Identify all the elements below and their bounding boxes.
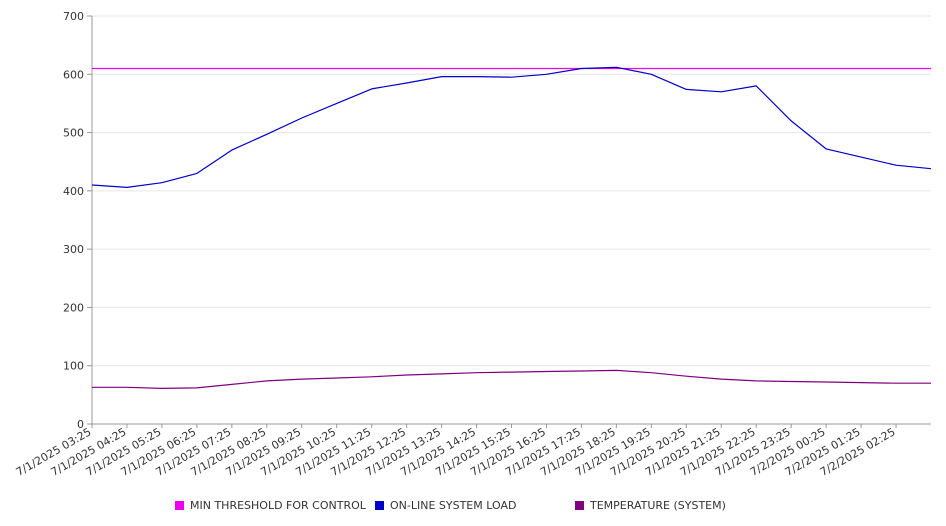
y-tick-label: 600: [63, 68, 84, 81]
y-axis-tick-labels: 0 100 200 300 400 500 600 700: [63, 10, 84, 431]
y-tick-label: 0: [77, 418, 84, 431]
legend-swatch-min-threshold: [175, 500, 184, 510]
legend: ON-LINE SYSTEM LOAD: [375, 498, 516, 512]
y-tick-label: 400: [63, 185, 84, 198]
series-line-system-load: [91, 66, 932, 188]
y-tick-label: 200: [63, 301, 84, 314]
series-line-temperature: [92, 369, 931, 389]
y-tick-label: 500: [63, 127, 84, 140]
y-tick-label: 300: [63, 243, 84, 256]
legend-swatch-temperature: [575, 500, 584, 510]
axes: [87, 15, 931, 428]
y-tick-label: 100: [63, 360, 84, 373]
legend-swatch-system-load: [375, 500, 384, 510]
x-axis-tick-labels: 7/1/2025 03:257/1/2025 04:257/1/2025 05:…: [14, 425, 898, 479]
gridlines: [92, 15, 931, 425]
legend: MIN THRESHOLD FOR CONTROL: [175, 498, 366, 512]
legend-label-system-load: ON-LINE SYSTEM LOAD: [390, 498, 517, 512]
legend-label-temperature: TEMPERATURE (SYSTEM): [590, 498, 726, 512]
y-tick-label: 700: [63, 10, 84, 23]
series-lines: [91, 66, 932, 389]
legend: TEMPERATURE (SYSTEM): [575, 498, 726, 512]
legend-label-min-threshold: MIN THRESHOLD FOR CONTROL: [190, 498, 366, 512]
